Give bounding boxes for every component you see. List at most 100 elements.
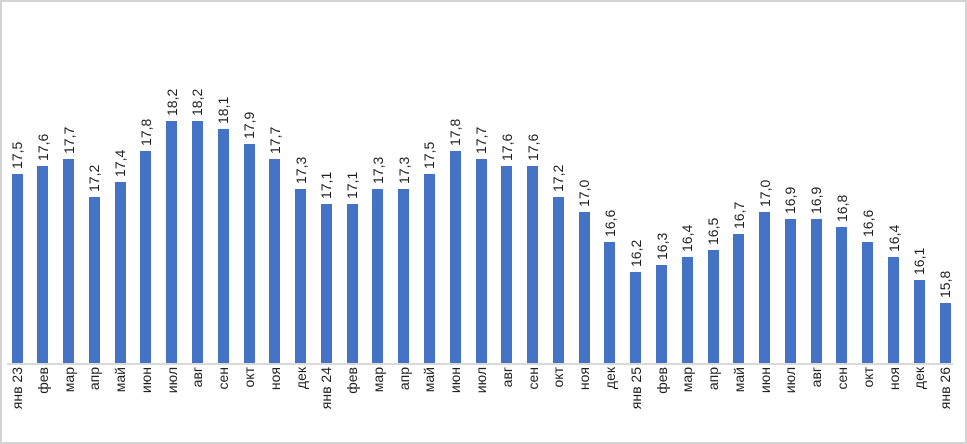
- bar-value-label: 17,5: [421, 141, 438, 169]
- bar-value-label: 16,2: [627, 239, 644, 267]
- x-axis-tick-label: июн: [447, 367, 464, 394]
- x-axis-tick-label: июл: [473, 367, 490, 394]
- bar-value-label: 16,4: [885, 224, 902, 252]
- x-axis-tick-label: сен: [524, 367, 541, 390]
- bar-value-label: 17,7: [473, 126, 490, 154]
- x-axis-tick-label: окт: [241, 367, 258, 388]
- bar-value-label: 16,9: [808, 186, 825, 214]
- bar: [372, 189, 384, 363]
- bar-value-label: 17,0: [756, 179, 773, 207]
- bar: [604, 242, 616, 363]
- bar: [88, 197, 100, 363]
- bar: [501, 166, 513, 363]
- bar-value-label: 17,4: [112, 149, 129, 177]
- x-axis-tick-label: ноя: [266, 367, 283, 391]
- bar-value-label: 15,8: [937, 270, 954, 298]
- bar-value-label: 16,1: [911, 247, 928, 275]
- bar: [759, 212, 771, 363]
- bar-value-label: 16,6: [859, 209, 876, 237]
- bar: [320, 204, 332, 363]
- x-axis-tick-label: мар: [60, 367, 77, 393]
- bar: [939, 303, 951, 363]
- x-axis-tick-label: май: [730, 367, 747, 393]
- bar: [243, 144, 255, 363]
- x-axis-tick-label: дек: [292, 367, 309, 390]
- bar: [295, 189, 307, 363]
- bar-value-label: 16,6: [601, 209, 618, 237]
- bar: [733, 234, 745, 363]
- bar: [630, 272, 642, 363]
- x-axis-tick-label: май: [112, 367, 129, 393]
- x-axis-tick-label: апр: [86, 367, 103, 391]
- bar-value-label: 18,2: [189, 88, 206, 116]
- bar: [784, 219, 796, 363]
- x-axis-tick-label: дек: [601, 367, 618, 390]
- bar-value-label: 17,5: [9, 141, 25, 169]
- bar-value-label: 17,6: [34, 133, 51, 161]
- x-axis-tick-label: мар: [679, 367, 696, 393]
- bar: [681, 257, 693, 363]
- bar: [475, 159, 487, 363]
- x-axis-tick-label: фев: [344, 367, 361, 394]
- bar: [656, 265, 667, 363]
- x-axis-tick-label: фев: [34, 367, 51, 394]
- x-axis-line: [7, 363, 953, 365]
- bar-value-label: 17,0: [576, 179, 593, 207]
- bar: [114, 182, 126, 363]
- bar: [836, 227, 848, 363]
- bar: [166, 121, 178, 363]
- bar: [707, 250, 719, 363]
- x-axis-tick-label: янв 23: [9, 367, 25, 410]
- bar-value-label: 16,3: [653, 232, 670, 260]
- bar-value-label: 16,8: [833, 194, 850, 222]
- bar: [398, 189, 410, 363]
- bar: [913, 280, 925, 363]
- bar-value-label: 16,7: [730, 201, 747, 229]
- bar: [37, 166, 49, 363]
- bar-value-label: 17,2: [550, 164, 567, 192]
- x-axis-tick-label: июл: [163, 367, 180, 394]
- bar: [191, 121, 203, 363]
- bar-value-label: 17,3: [292, 156, 309, 184]
- x-axis-tick-label: янв 24: [318, 367, 335, 410]
- bar-value-label: 16,4: [679, 224, 696, 252]
- x-axis-tick-label: май: [421, 367, 438, 393]
- x-axis-tick-label: июл: [782, 367, 799, 394]
- bar: [140, 151, 152, 363]
- bar-value-label: 18,2: [163, 88, 180, 116]
- bar-value-label: 17,1: [344, 171, 361, 199]
- bar-value-label: 17,6: [498, 133, 515, 161]
- x-axis-tick-label: окт: [550, 367, 567, 388]
- x-axis-tick-label: янв 26: [937, 367, 954, 410]
- x-axis-tick-label: июн: [756, 367, 773, 394]
- x-axis-tick-label: сен: [215, 367, 232, 390]
- bar-value-label: 17,9: [241, 111, 258, 139]
- bar: [552, 197, 564, 363]
- bar-value-label: 17,8: [447, 118, 464, 146]
- bar: [810, 219, 822, 363]
- bar: [63, 159, 75, 363]
- bar: [346, 204, 358, 363]
- bar: [11, 174, 23, 363]
- bar: [269, 159, 281, 363]
- x-axis-tick-label: июн: [137, 367, 154, 394]
- x-axis-tick-label: сен: [833, 367, 850, 390]
- x-axis-tick-label: дек: [911, 367, 928, 390]
- bar: [527, 166, 539, 363]
- x-axis-tick-label: окт: [859, 367, 876, 388]
- bar-value-label: 17,1: [318, 171, 335, 199]
- bar-value-label: 17,3: [395, 156, 412, 184]
- x-axis-tick-label: ноя: [885, 367, 902, 391]
- x-axis-tick-label: янв 25: [627, 367, 644, 410]
- bar: [217, 129, 229, 363]
- x-axis-tick-label: авг: [189, 367, 206, 388]
- bar-value-label: 17,3: [369, 156, 386, 184]
- x-axis-tick-label: ноя: [576, 367, 593, 391]
- bar-value-label: 17,6: [524, 133, 541, 161]
- bar: [888, 257, 900, 363]
- bar-value-label: 16,5: [705, 217, 722, 245]
- x-axis-tick-label: фев: [653, 367, 670, 394]
- bar-value-label: 17,8: [137, 118, 154, 146]
